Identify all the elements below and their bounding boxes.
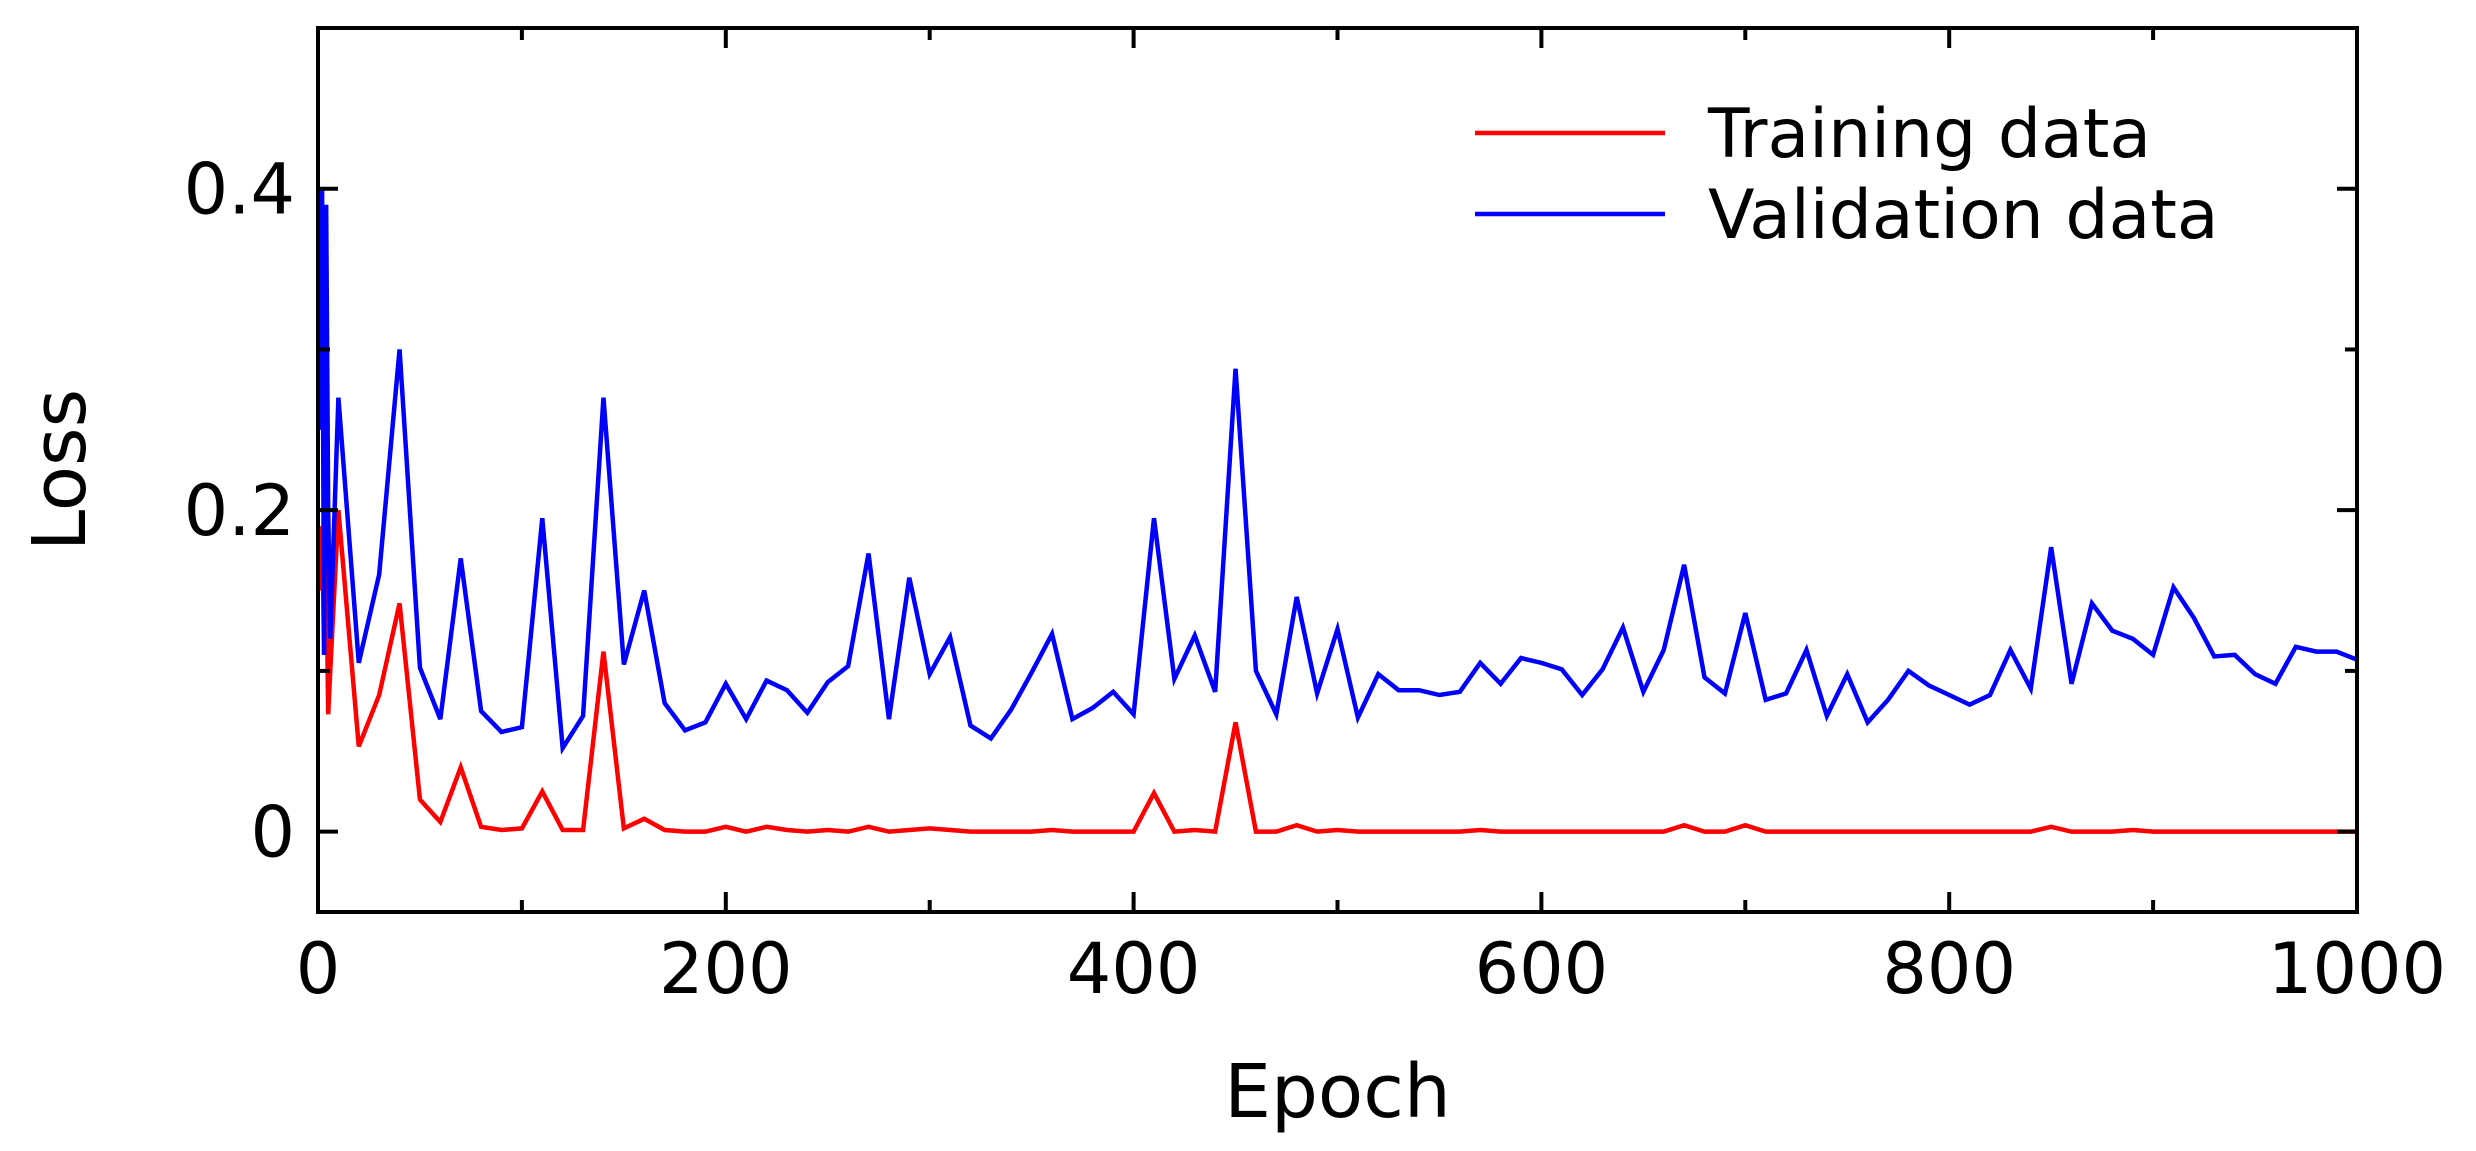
x-tick-label: 400	[1067, 928, 1201, 1010]
plot-layer	[318, 188, 2357, 835]
x-tick-label: 800	[1882, 928, 2016, 1010]
legend-label-validation: Validation data	[1708, 176, 2219, 255]
y-tick-label: 0.2	[184, 470, 295, 552]
legend: Training data Validation data	[1475, 95, 2219, 255]
x-tick-label: 1000	[2268, 928, 2446, 1010]
y-axis-title: Loss	[17, 389, 103, 551]
axes-layer: 0 200 400 600 800 1000 0 0.2 0.4	[184, 26, 2446, 1010]
series-line-training	[318, 509, 2357, 835]
x-tick-label: 0	[296, 928, 341, 1010]
series-line-validation	[318, 188, 2357, 755]
legend-label-training: Training data	[1707, 95, 2151, 174]
x-tick-label: 600	[1475, 928, 1609, 1010]
y-tick-label: 0.4	[184, 149, 295, 231]
x-axis-title: Epoch	[1224, 1049, 1451, 1135]
label-layer: Epoch Loss	[17, 389, 1451, 1135]
x-tick-label: 200	[659, 928, 793, 1010]
y-tick-label: 0	[250, 792, 295, 874]
